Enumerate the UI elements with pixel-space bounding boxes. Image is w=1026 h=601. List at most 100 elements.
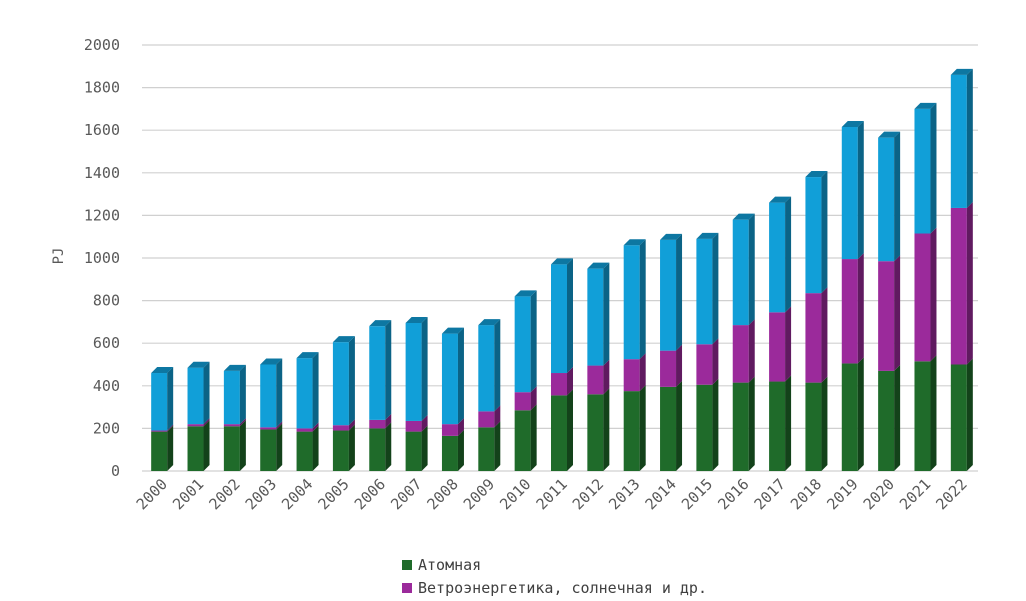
bar-stack-2018 — [805, 171, 828, 471]
bar-2005-series-2 — [332, 342, 349, 426]
x-tick-label-2015: 2015 — [678, 475, 716, 513]
bar-2005-series-1 — [332, 425, 349, 431]
x-tick-label-2009: 2009 — [460, 475, 498, 513]
bar-2020-series-1 — [878, 261, 895, 371]
bar-2013-series-0-side — [639, 385, 646, 471]
x-tick-label-2012: 2012 — [569, 475, 607, 513]
x-axis-tick-labels: 2000200120022003200420052006200720082009… — [133, 475, 971, 513]
bar-2005-series-2-top — [332, 336, 355, 343]
bar-2003-series-0-side — [276, 423, 283, 471]
bar-stack-2001 — [187, 361, 210, 471]
x-tick-label-2007: 2007 — [387, 475, 425, 513]
y-axis-tick-labels: 0 200 400 600 800 1000 1200 1400 1600 1800 2000 — [84, 36, 120, 480]
y-tick-label-1800: 1800 — [84, 79, 120, 97]
bar-2021-series-0-side — [930, 355, 937, 471]
bar-2015-series-0-side — [712, 378, 719, 471]
bar-2010-series-1 — [514, 392, 531, 411]
bar-stack-2002 — [223, 364, 246, 471]
bar-2014-series-2-side — [676, 233, 683, 351]
bar-2017-series-0-side — [785, 375, 792, 471]
x-tick-label-2006: 2006 — [351, 475, 389, 513]
bar-2019-series-1-side — [857, 253, 864, 364]
bar-2008-series-2-side — [457, 327, 464, 425]
bar-2009-series-2-top — [478, 319, 501, 326]
bar-stack-2005 — [332, 336, 355, 471]
bar-2001-series-2 — [187, 367, 204, 425]
x-tick-label-2016: 2016 — [714, 475, 752, 513]
bar-2018-series-0-side — [821, 376, 828, 471]
x-tick-label-2014: 2014 — [642, 475, 680, 513]
y-tick-label-0: 0 — [111, 462, 120, 480]
bar-stack-2000 — [151, 367, 174, 471]
bar-2009-series-0 — [478, 427, 495, 471]
bar-2022-series-2-side — [966, 68, 973, 208]
bar-stack-2011 — [551, 258, 573, 471]
bar-2001-series-1-side — [203, 418, 210, 427]
bar-2021-series-0 — [914, 361, 931, 471]
bar-2019-series-1 — [841, 259, 858, 364]
bar-2006-series-2-side — [385, 320, 392, 420]
legend-label-nuclear: Атомная — [418, 555, 482, 574]
bar-2011-series-2-side — [567, 258, 573, 374]
bar-2015-series-2 — [696, 238, 713, 345]
bar-2020-series-0 — [878, 370, 895, 471]
x-tick-label-2011: 2011 — [533, 475, 571, 513]
x-tick-label-2004: 2004 — [278, 475, 316, 513]
legend: Атомная Ветроэнергетика, солнечная и др. — [402, 553, 707, 599]
x-tick-label-2000: 2000 — [133, 475, 171, 513]
bar-2013-series-1-side — [639, 353, 646, 392]
bar-stack-2016 — [732, 213, 755, 471]
bar-2022-series-1-side — [966, 201, 973, 365]
bar-2000-series-2-side — [167, 367, 174, 431]
bar-2013-series-2-side — [639, 239, 646, 360]
bar-2012-series-2 — [587, 268, 604, 366]
bar-2006-series-1-side — [385, 413, 392, 429]
bar-2018-series-2-top — [805, 171, 828, 178]
bar-2010-series-0-side — [530, 404, 537, 471]
bar-2008-series-1-side — [457, 418, 464, 436]
bar-2006-series-2 — [369, 326, 386, 420]
bar-2002-series-0-side — [239, 420, 246, 471]
bar-2006-series-1 — [369, 419, 386, 429]
bar-2013-series-1 — [623, 359, 640, 392]
bar-2016-series-2 — [732, 219, 749, 326]
bar-stacks — [151, 68, 973, 471]
bar-2012-series-2-side — [603, 262, 610, 366]
bar-2011-series-2-top — [551, 258, 573, 265]
bar-2005-series-0-side — [348, 424, 355, 471]
bar-2014-series-0-side — [676, 380, 683, 471]
bar-2003-series-0 — [260, 429, 277, 471]
y-tick-label-1200: 1200 — [84, 206, 120, 224]
bar-2014-series-0 — [660, 386, 677, 471]
bar-2009-series-0-side — [494, 421, 501, 471]
bar-2005-series-0 — [332, 430, 349, 471]
bar-2014-series-1-side — [676, 344, 683, 387]
bar-2016-series-0 — [732, 382, 749, 471]
bar-2014-series-2 — [660, 239, 677, 351]
bar-stack-2013 — [623, 239, 646, 471]
bar-2001-series-2-side — [203, 361, 210, 425]
bar-stack-2017 — [769, 196, 792, 471]
bar-2012-series-0 — [587, 394, 604, 471]
bar-2002-series-2-top — [223, 364, 246, 371]
bar-2020-series-2-side — [894, 131, 901, 262]
bar-2017-series-2-top — [769, 196, 792, 203]
bar-2011-series-0 — [551, 395, 567, 471]
bar-2009-series-1-side — [494, 405, 501, 428]
x-tick-label-2021: 2021 — [896, 475, 934, 513]
legend-label-renewables: Ветроэнергетика, солнечная и др. — [418, 578, 707, 597]
bar-2005-series-1-side — [348, 419, 355, 431]
bar-stack-2009 — [478, 319, 501, 471]
bar-2020-series-2 — [878, 137, 895, 262]
bar-2021-series-1-side — [930, 227, 937, 362]
bar-2004-series-0-side — [312, 425, 319, 471]
bar-2011-series-1 — [551, 373, 567, 396]
bar-2019-series-0-side — [857, 357, 864, 471]
bar-2010-series-2-top — [514, 290, 537, 297]
bar-2007-series-2-side — [421, 316, 428, 421]
bar-2002-series-2 — [223, 370, 240, 425]
bar-2002-series-1-side — [239, 418, 246, 427]
bar-2008-series-0 — [441, 435, 458, 471]
bar-2020-series-1-side — [894, 255, 901, 371]
bar-2002-series-2-side — [239, 364, 246, 425]
